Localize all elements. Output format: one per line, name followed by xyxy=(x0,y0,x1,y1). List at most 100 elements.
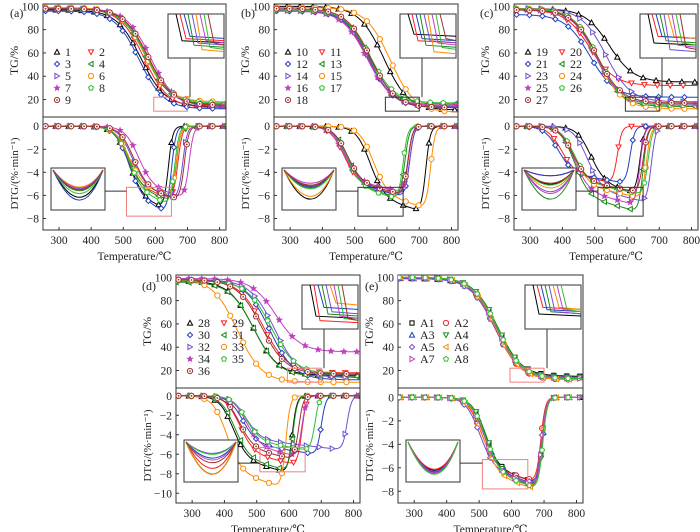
dtg-point-A8 xyxy=(487,446,494,452)
tg-y-tick-label: 80 xyxy=(383,296,395,308)
tg-point-23 xyxy=(590,28,597,36)
dtg-point-36-dot xyxy=(255,445,257,448)
legend-label-33: 33 xyxy=(232,340,244,354)
tg-inset-line-A8 xyxy=(560,284,582,313)
legend-marker-21 xyxy=(524,60,532,68)
x-tick-label: 800 xyxy=(443,235,461,247)
legend-marker-26 xyxy=(558,84,566,91)
tg-point-A8 xyxy=(474,290,481,297)
tg-point-9-dot xyxy=(83,8,85,11)
tg-inset-line-6 xyxy=(195,13,225,53)
dtg-point-27-dot xyxy=(670,125,673,128)
dtg-point-8 xyxy=(156,196,163,203)
dtg-point-17 xyxy=(401,149,408,156)
dtg-point-A8 xyxy=(435,394,442,401)
tg-inset-line-9 xyxy=(207,13,225,46)
dtg-point-23 xyxy=(564,126,571,134)
tg-point-19 xyxy=(613,53,621,60)
dtg-point-25 xyxy=(587,184,596,192)
tg-curves xyxy=(176,275,360,386)
legend-label-16: 16 xyxy=(296,81,308,95)
dtg-point-15 xyxy=(338,123,345,131)
dtg-curves xyxy=(43,122,226,212)
tg-y-axis-label: TG/% xyxy=(7,46,21,75)
dtg-inset-line-18 xyxy=(283,169,335,186)
legend-label-22: 22 xyxy=(570,57,582,71)
dtg-point-32 xyxy=(342,430,349,438)
legend-label-8: 8 xyxy=(99,81,105,95)
tg-point-34 xyxy=(340,347,348,355)
x-tick-label: 700 xyxy=(179,235,197,247)
dtg-point-A8 xyxy=(448,394,455,401)
tg-inset-line-33 xyxy=(329,284,359,306)
tg-point-33 xyxy=(330,379,337,386)
tg-point-15 xyxy=(402,86,409,93)
tg-curves xyxy=(43,4,226,112)
tg-point-A8 xyxy=(461,280,468,287)
tg-point-34 xyxy=(327,347,335,355)
tg-point-18-dot xyxy=(353,27,355,30)
dtg-inset-line-15 xyxy=(283,169,335,197)
dtg-y-axis-label: DTG/(%·min⁻¹) xyxy=(480,137,492,209)
legend-marker-6 xyxy=(87,72,95,80)
panel-e: (e)300 400 500 600 700 800Temperature/℃204060… xyxy=(362,272,585,532)
x-tick-label: 600 xyxy=(503,508,521,520)
dtg-point-36-dot xyxy=(319,394,322,397)
legend-marker-1 xyxy=(53,48,61,55)
dtg-inset-line-29 xyxy=(185,441,237,469)
x-tick-label: 300 xyxy=(50,235,68,247)
legend-marker-A6 xyxy=(442,343,449,351)
legend-label-A6: A6 xyxy=(454,340,469,354)
tg-zoom-box xyxy=(384,96,420,112)
tg-y-tick-label: 20 xyxy=(28,95,40,107)
dtg-point-20 xyxy=(550,136,558,143)
legend-label-28: 28 xyxy=(198,316,210,330)
tg-point-9-dot xyxy=(173,93,175,96)
dtg-point-20 xyxy=(628,123,635,130)
dtg-inset-frame xyxy=(405,439,461,483)
plot-frame xyxy=(397,274,584,504)
tg-inset-line-25 xyxy=(671,13,697,48)
dtg-point-36-dot xyxy=(306,396,309,398)
legend-marker-23 xyxy=(525,72,532,80)
tg-point-21 xyxy=(681,93,688,101)
legend-label-23: 23 xyxy=(536,69,548,83)
legend-marker-A5 xyxy=(408,343,416,351)
x-tick-label: 400 xyxy=(314,235,332,247)
tg-inset-line-36 xyxy=(341,284,359,321)
dtg-y-tick-label: −6 xyxy=(27,190,39,202)
tg-point-20 xyxy=(640,82,648,89)
dtg-point-32 xyxy=(316,443,323,451)
dtg-point-9-dot xyxy=(185,143,188,146)
legend-marker-31 xyxy=(220,331,227,339)
tg-point-3 xyxy=(119,27,126,35)
legend-marker-10 xyxy=(284,48,292,55)
tg-y-tick-label: 40 xyxy=(161,342,173,354)
tg-point-27-dot xyxy=(593,49,595,52)
dtg-point-35 xyxy=(238,408,245,415)
tg-zoom-box xyxy=(509,367,545,383)
legend: 10 11 12 13 14 15 16 17 18 xyxy=(284,45,342,107)
dtg-point-8 xyxy=(118,140,125,147)
legend-marker-32 xyxy=(187,343,194,351)
dtg-point-A8 xyxy=(539,446,546,453)
legend-label-A1: A1 xyxy=(420,316,435,330)
dtg-point-9-dot xyxy=(147,183,150,186)
dtg-point-31 xyxy=(288,435,295,443)
legend-marker-3 xyxy=(53,60,61,68)
tg-inset-line-4 xyxy=(187,13,225,48)
tg-inset-line-24 xyxy=(667,13,697,39)
legend-label-30: 30 xyxy=(198,328,210,342)
tg-point-18-dot xyxy=(327,10,330,13)
dtg-zoom-box xyxy=(357,186,404,217)
legend: 19 20 21 22 23 24 25 26 27 xyxy=(524,45,582,107)
legend-label-A5: A5 xyxy=(420,340,435,354)
x-axis-label: Temperature/℃ xyxy=(454,524,528,532)
tg-point-3 xyxy=(144,73,152,81)
dtg-point-9-dot xyxy=(108,127,111,130)
tg-point-21 xyxy=(526,11,533,19)
x-tick-label: 300 xyxy=(406,508,424,520)
dtg-y-tick-label: 0 xyxy=(388,392,394,404)
x-tick-label: 800 xyxy=(345,508,363,520)
tg-point-18-dot xyxy=(391,92,394,95)
